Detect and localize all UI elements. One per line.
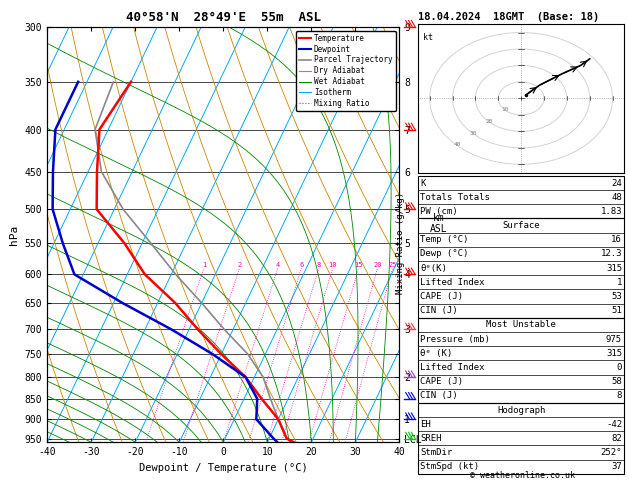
Text: © weatheronline.co.uk: © weatheronline.co.uk xyxy=(470,471,574,480)
Text: 48: 48 xyxy=(611,193,622,202)
Text: θᵉ(K): θᵉ(K) xyxy=(420,263,447,273)
Legend: Temperature, Dewpoint, Parcel Trajectory, Dry Adiabat, Wet Adiabat, Isotherm, Mi: Temperature, Dewpoint, Parcel Trajectory… xyxy=(296,31,396,111)
Text: CAPE (J): CAPE (J) xyxy=(420,377,463,386)
Y-axis label: hPa: hPa xyxy=(9,225,19,244)
Text: CAPE (J): CAPE (J) xyxy=(420,292,463,301)
Text: 315: 315 xyxy=(606,349,622,358)
Text: Lifted Index: Lifted Index xyxy=(420,363,485,372)
Text: 18.04.2024  18GMT  (Base: 18): 18.04.2024 18GMT (Base: 18) xyxy=(418,12,599,22)
Text: Temp (°C): Temp (°C) xyxy=(420,235,469,244)
Text: Most Unstable: Most Unstable xyxy=(486,320,556,330)
Text: 25: 25 xyxy=(388,262,397,268)
Text: 24: 24 xyxy=(611,178,622,188)
Text: 37: 37 xyxy=(611,462,622,471)
Text: 315: 315 xyxy=(606,263,622,273)
Text: Dewp (°C): Dewp (°C) xyxy=(420,249,469,259)
Text: 30: 30 xyxy=(469,131,477,136)
Text: 975: 975 xyxy=(606,334,622,344)
Text: 8: 8 xyxy=(316,262,321,268)
Text: CIN (J): CIN (J) xyxy=(420,306,458,315)
Text: kt: kt xyxy=(423,33,433,41)
Text: 20: 20 xyxy=(373,262,382,268)
Text: 20: 20 xyxy=(486,119,493,124)
Text: 1.83: 1.83 xyxy=(601,207,622,216)
Text: CIN (J): CIN (J) xyxy=(420,391,458,400)
Y-axis label: km
ASL: km ASL xyxy=(430,213,447,235)
Text: Lifted Index: Lifted Index xyxy=(420,278,485,287)
Text: Totals Totals: Totals Totals xyxy=(420,193,490,202)
Title: 40°58'N  28°49'E  55m  ASL: 40°58'N 28°49'E 55m ASL xyxy=(126,11,321,24)
Text: StmDir: StmDir xyxy=(420,448,452,457)
Text: 1: 1 xyxy=(202,262,206,268)
Text: 40: 40 xyxy=(454,142,461,147)
Text: 2: 2 xyxy=(237,262,242,268)
Text: 6: 6 xyxy=(299,262,303,268)
Text: θᵉ (K): θᵉ (K) xyxy=(420,349,452,358)
Text: StmSpd (kt): StmSpd (kt) xyxy=(420,462,479,471)
Text: 58: 58 xyxy=(611,377,622,386)
Text: 51: 51 xyxy=(611,306,622,315)
Text: 1: 1 xyxy=(616,278,622,287)
Text: Pressure (mb): Pressure (mb) xyxy=(420,334,490,344)
Text: PW (cm): PW (cm) xyxy=(420,207,458,216)
Text: K: K xyxy=(420,178,426,188)
Text: 12.3: 12.3 xyxy=(601,249,622,259)
Text: Mixing Ratio (g/kg): Mixing Ratio (g/kg) xyxy=(396,192,405,294)
Text: -42: -42 xyxy=(606,420,622,429)
Text: 10: 10 xyxy=(501,107,509,112)
Text: 15: 15 xyxy=(354,262,363,268)
Text: EH: EH xyxy=(420,420,431,429)
Text: Surface: Surface xyxy=(503,221,540,230)
Text: Hodograph: Hodograph xyxy=(497,405,545,415)
Text: 8: 8 xyxy=(616,391,622,400)
Text: 53: 53 xyxy=(611,292,622,301)
Text: SREH: SREH xyxy=(420,434,442,443)
X-axis label: Dewpoint / Temperature (°C): Dewpoint / Temperature (°C) xyxy=(139,463,308,473)
Text: 252°: 252° xyxy=(601,448,622,457)
Text: 0: 0 xyxy=(616,363,622,372)
Text: 10: 10 xyxy=(328,262,337,268)
Text: 4: 4 xyxy=(276,262,280,268)
Text: 82: 82 xyxy=(611,434,622,443)
Text: 16: 16 xyxy=(611,235,622,244)
